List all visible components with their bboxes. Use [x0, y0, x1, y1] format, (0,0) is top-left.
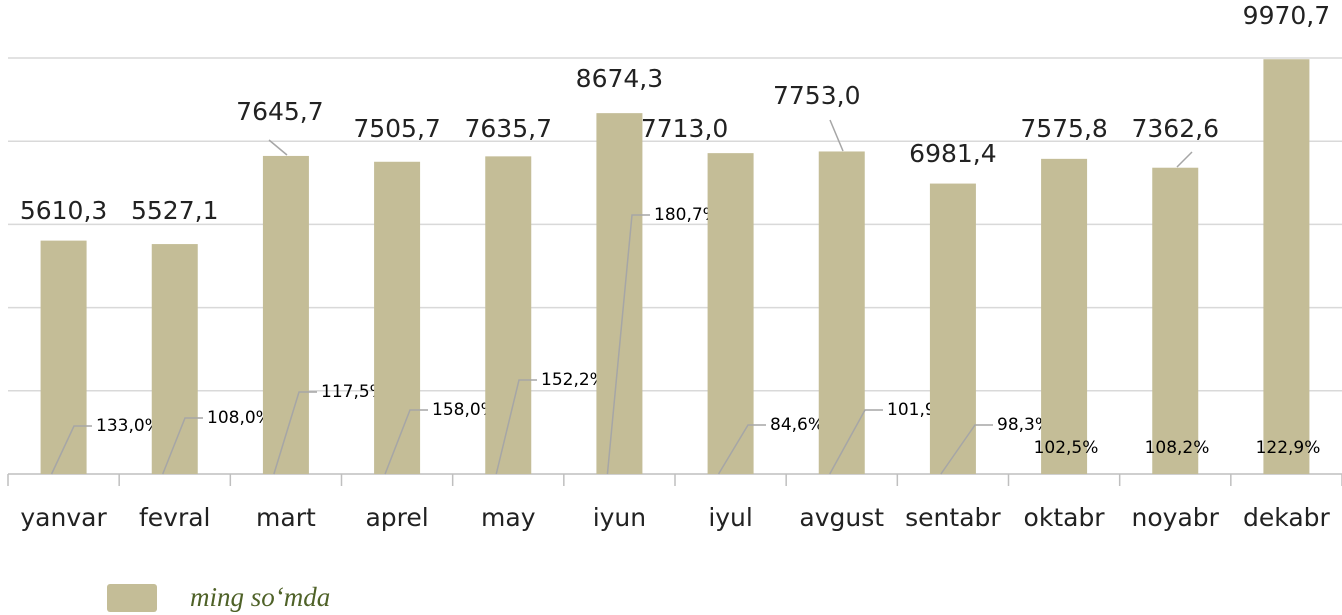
- x-tick-label: aprel: [365, 503, 428, 532]
- percent-label: 108,0%: [207, 408, 272, 428]
- x-tick-label: avgust: [799, 503, 884, 532]
- x-tick-label: sentabr: [905, 503, 1001, 532]
- leader-line: [829, 409, 883, 475]
- percent-label: 98,3%: [997, 415, 1051, 435]
- x-tick-label: dekabr: [1243, 503, 1330, 532]
- leader-line: [50, 425, 92, 475]
- x-tick-label: noyabr: [1132, 503, 1220, 532]
- bar: [596, 113, 643, 475]
- bar: [1152, 167, 1199, 475]
- percent-label: 180,7%: [654, 205, 719, 225]
- percent-label: 152,2%: [541, 370, 606, 390]
- percent-label: 122,9%: [1256, 438, 1321, 458]
- leader-line: [495, 379, 537, 475]
- percent-label: 102,5%: [1034, 438, 1099, 458]
- value-label: 7753,0: [773, 81, 860, 110]
- value-label: 7362,6: [1132, 114, 1219, 143]
- percent-label: 84,6%: [770, 415, 824, 435]
- percent-label: 158,0%: [432, 400, 497, 420]
- x-tick-label: may: [481, 503, 536, 532]
- bar: [1041, 158, 1088, 474]
- leader-line: [606, 214, 650, 475]
- x-tick-label: mart: [256, 503, 316, 532]
- leader-line: [717, 424, 766, 475]
- leader-line: [1176, 151, 1193, 168]
- bar: [818, 151, 865, 474]
- value-label: 5610,3: [20, 196, 107, 225]
- x-tick-label: yanvar: [20, 503, 107, 532]
- bar: [262, 155, 309, 474]
- value-label: 7505,7: [353, 114, 440, 143]
- legend-swatch: [107, 584, 157, 612]
- bar: [151, 244, 198, 474]
- bar: [40, 240, 87, 474]
- bar: [929, 183, 976, 474]
- leader-line: [940, 424, 993, 475]
- leader-line: [268, 139, 288, 156]
- percent-label: 133,0%: [96, 416, 161, 436]
- percent-label: 108,2%: [1145, 438, 1210, 458]
- value-label: 6981,4: [909, 139, 996, 168]
- value-label: 7575,8: [1020, 114, 1107, 143]
- value-label: 7635,7: [465, 114, 552, 143]
- value-label: 7645,7: [236, 97, 323, 126]
- leader-line: [829, 119, 844, 152]
- x-tick-label: fevral: [139, 503, 211, 532]
- bar: [1263, 59, 1310, 475]
- leader-line: [162, 417, 203, 475]
- value-label: 8674,3: [576, 64, 663, 93]
- leader-line: [384, 409, 428, 475]
- x-tick-label: iyul: [708, 503, 753, 532]
- value-label: 9970,7: [1243, 1, 1330, 30]
- x-tick-label: oktabr: [1024, 503, 1106, 532]
- bar: [485, 156, 532, 475]
- value-label: 5527,1: [131, 196, 218, 225]
- x-tick-label: iyun: [593, 503, 646, 532]
- bar: [374, 161, 421, 474]
- leader-line: [273, 391, 317, 475]
- bar: [707, 153, 754, 474]
- percent-label: 117,5%: [321, 382, 386, 402]
- legend-label: ming so‘mda: [190, 582, 330, 612]
- value-label: 7713,0: [641, 114, 728, 143]
